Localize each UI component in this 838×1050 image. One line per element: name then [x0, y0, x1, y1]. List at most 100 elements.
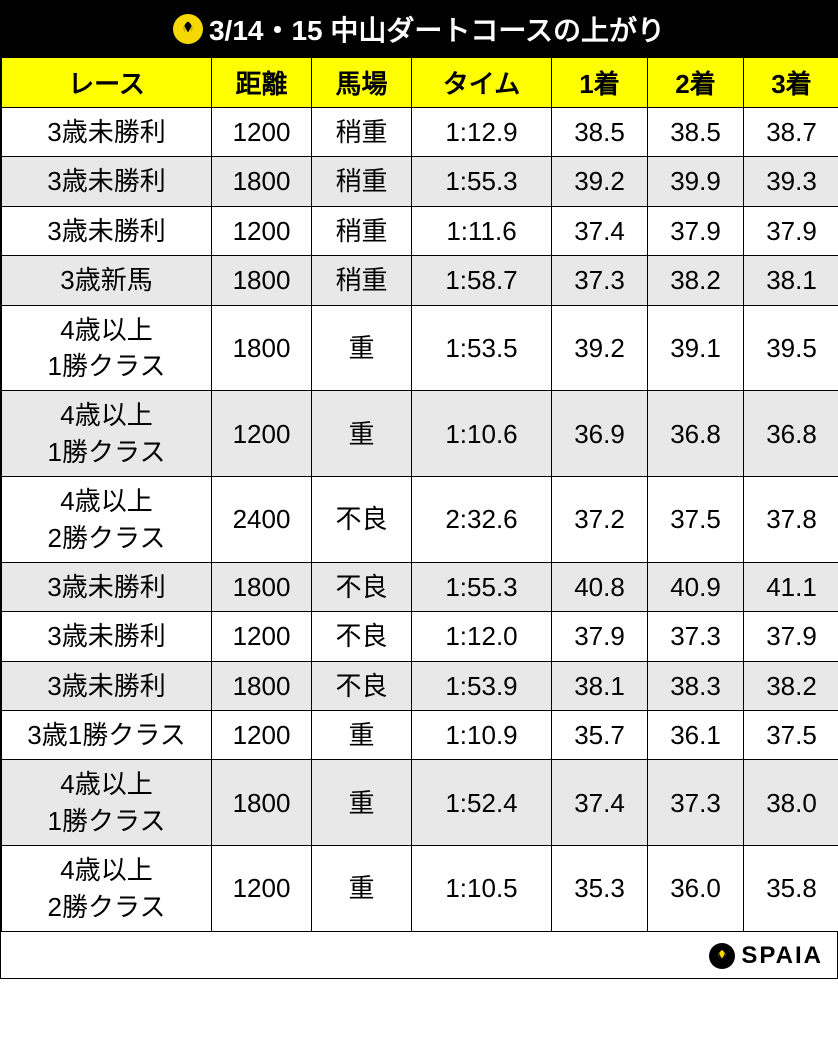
race-cell: 4歳以上 1勝クラス	[2, 391, 212, 477]
col-first: 1着	[552, 58, 648, 108]
first-place-cell: 36.9	[552, 391, 648, 477]
distance-cell: 1800	[212, 562, 312, 611]
first-place-cell: 37.9	[552, 612, 648, 661]
third-place-cell: 37.5	[744, 711, 838, 760]
distance-cell: 1800	[212, 256, 312, 305]
time-cell: 1:10.6	[412, 391, 552, 477]
footer-brand-text: SPAIA	[741, 942, 823, 970]
time-cell: 1:52.4	[412, 760, 552, 846]
first-place-cell: 38.5	[552, 108, 648, 157]
table-row: 3歳未勝利1800稍重1:55.339.239.939.3	[2, 157, 838, 206]
condition-cell: 重	[312, 760, 412, 846]
distance-cell: 1200	[212, 711, 312, 760]
first-place-cell: 37.3	[552, 256, 648, 305]
race-cell: 4歳以上 1勝クラス	[2, 305, 212, 391]
condition-cell: 稍重	[312, 157, 412, 206]
race-cell: 4歳以上 1勝クラス	[2, 760, 212, 846]
first-place-cell: 35.7	[552, 711, 648, 760]
race-cell: 3歳新馬	[2, 256, 212, 305]
first-place-cell: 37.4	[552, 206, 648, 255]
third-place-cell: 37.8	[744, 477, 838, 563]
condition-cell: 不良	[312, 562, 412, 611]
condition-cell: 重	[312, 391, 412, 477]
third-place-cell: 41.1	[744, 562, 838, 611]
table-row: 4歳以上 1勝クラス1800重1:53.539.239.139.5	[2, 305, 838, 391]
race-cell: 4歳以上 2勝クラス	[2, 477, 212, 563]
distance-cell: 2400	[212, 477, 312, 563]
table-title-bar: 3/14・15 中山ダートコースの上がり	[1, 1, 837, 57]
table-row: 3歳1勝クラス1200重1:10.935.736.137.5	[2, 711, 838, 760]
table-row: 4歳以上 1勝クラス1200重1:10.636.936.836.8	[2, 391, 838, 477]
time-cell: 1:53.9	[412, 661, 552, 710]
condition-cell: 重	[312, 305, 412, 391]
time-cell: 1:55.3	[412, 157, 552, 206]
time-cell: 2:32.6	[412, 477, 552, 563]
time-cell: 1:58.7	[412, 256, 552, 305]
footer: SPAIA	[1, 932, 837, 978]
time-cell: 1:12.9	[412, 108, 552, 157]
table-row: 4歳以上 1勝クラス1800重1:52.437.437.338.0	[2, 760, 838, 846]
third-place-cell: 38.2	[744, 661, 838, 710]
second-place-cell: 37.9	[648, 206, 744, 255]
second-place-cell: 37.5	[648, 477, 744, 563]
race-cell: 3歳未勝利	[2, 157, 212, 206]
third-place-cell: 38.1	[744, 256, 838, 305]
first-place-cell: 40.8	[552, 562, 648, 611]
race-cell: 3歳未勝利	[2, 661, 212, 710]
second-place-cell: 40.9	[648, 562, 744, 611]
time-cell: 1:10.5	[412, 846, 552, 932]
second-place-cell: 39.9	[648, 157, 744, 206]
first-place-cell: 39.2	[552, 157, 648, 206]
time-cell: 1:12.0	[412, 612, 552, 661]
table-row: 4歳以上 2勝クラス2400不良2:32.637.237.537.8	[2, 477, 838, 563]
third-place-cell: 39.3	[744, 157, 838, 206]
distance-cell: 1200	[212, 391, 312, 477]
first-place-cell: 37.2	[552, 477, 648, 563]
third-place-cell: 36.8	[744, 391, 838, 477]
third-place-cell: 38.7	[744, 108, 838, 157]
table-row: 4歳以上 2勝クラス1200重1:10.535.336.035.8	[2, 846, 838, 932]
time-cell: 1:10.9	[412, 711, 552, 760]
time-cell: 1:53.5	[412, 305, 552, 391]
third-place-cell: 38.0	[744, 760, 838, 846]
time-cell: 1:55.3	[412, 562, 552, 611]
race-cell: 3歳未勝利	[2, 562, 212, 611]
race-cell: 3歳未勝利	[2, 108, 212, 157]
race-table-container: 3/14・15 中山ダートコースの上がり レース 距離 馬場 タイム 1着 2着…	[0, 0, 838, 979]
col-condition: 馬場	[312, 58, 412, 108]
first-place-cell: 39.2	[552, 305, 648, 391]
first-place-cell: 37.4	[552, 760, 648, 846]
condition-cell: 重	[312, 846, 412, 932]
second-place-cell: 36.0	[648, 846, 744, 932]
second-place-cell: 36.8	[648, 391, 744, 477]
third-place-cell: 37.9	[744, 206, 838, 255]
table-row: 3歳未勝利1200不良1:12.037.937.337.9	[2, 612, 838, 661]
table-row: 3歳未勝利1800不良1:55.340.840.941.1	[2, 562, 838, 611]
col-time: タイム	[412, 58, 552, 108]
table-title: 3/14・15 中山ダートコースの上がり	[209, 9, 665, 49]
distance-cell: 1200	[212, 206, 312, 255]
condition-cell: 不良	[312, 477, 412, 563]
distance-cell: 1800	[212, 157, 312, 206]
second-place-cell: 39.1	[648, 305, 744, 391]
distance-cell: 1200	[212, 846, 312, 932]
distance-cell: 1200	[212, 612, 312, 661]
condition-cell: 稍重	[312, 206, 412, 255]
first-place-cell: 38.1	[552, 661, 648, 710]
race-cell: 4歳以上 2勝クラス	[2, 846, 212, 932]
col-third: 3着	[744, 58, 838, 108]
footer-brand-icon	[709, 943, 735, 969]
distance-cell: 1200	[212, 108, 312, 157]
table-header-row: レース 距離 馬場 タイム 1着 2着 3着	[2, 58, 838, 108]
race-results-table: レース 距離 馬場 タイム 1着 2着 3着 3歳未勝利1200稍重1:12.9…	[1, 57, 838, 932]
distance-cell: 1800	[212, 760, 312, 846]
brand-icon	[173, 14, 203, 44]
second-place-cell: 37.3	[648, 612, 744, 661]
table-row: 3歳新馬1800稍重1:58.737.338.238.1	[2, 256, 838, 305]
condition-cell: 稍重	[312, 256, 412, 305]
second-place-cell: 38.5	[648, 108, 744, 157]
third-place-cell: 37.9	[744, 612, 838, 661]
condition-cell: 稍重	[312, 108, 412, 157]
condition-cell: 重	[312, 711, 412, 760]
table-body: 3歳未勝利1200稍重1:12.938.538.538.73歳未勝利1800稍重…	[2, 108, 838, 932]
